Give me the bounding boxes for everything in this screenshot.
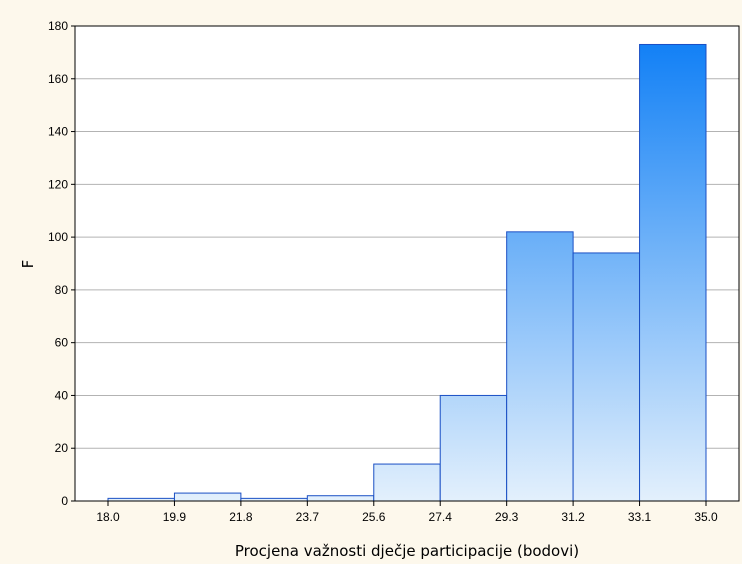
y-tick-label: 160 — [48, 72, 68, 86]
histogram-bar — [639, 43, 707, 502]
x-tick-label: 18.0 — [96, 510, 120, 524]
x-tick-label: 19.9 — [163, 510, 187, 524]
x-axis-ticks: 18.0 19.9 21.8 23.7 25.6 27.4 29.3 31.2 33.1 35.0 — [96, 501, 718, 524]
histogram-bar — [439, 394, 508, 502]
x-tick-label: 21.8 — [229, 510, 253, 524]
x-tick-label: 35.0 — [694, 510, 718, 524]
x-tick-label: 27.4 — [429, 510, 453, 524]
x-tick-label: 31.2 — [561, 510, 585, 524]
gridlines — [75, 78, 739, 449]
x-axis-title: Procjena važnosti dječje participacije (… — [235, 542, 579, 560]
x-tick-label: 23.7 — [296, 510, 320, 524]
x-tick-label: 29.3 — [495, 510, 519, 524]
y-tick-label: 60 — [55, 336, 69, 350]
histogram-bar — [306, 495, 375, 502]
x-tick-label: 25.6 — [362, 510, 386, 524]
x-tick-label: 33.1 — [628, 510, 652, 524]
y-tick-label: 100 — [48, 230, 68, 244]
y-axis-title: F — [19, 260, 37, 269]
y-tick-label: 20 — [55, 441, 69, 455]
y-tick-label: 120 — [48, 177, 68, 191]
histogram-bar — [506, 231, 574, 502]
histogram-bar — [572, 252, 641, 502]
histogram-bar — [173, 492, 242, 502]
y-tick-label: 80 — [55, 283, 69, 297]
y-axis-ticks: 0 20 40 60 80 100 120 140 160 180 — [48, 19, 75, 508]
y-tick-label: 0 — [61, 494, 68, 508]
plot-frame — [74, 25, 740, 502]
y-tick-label: 180 — [48, 19, 68, 33]
y-tick-label: 40 — [55, 388, 69, 402]
y-tick-label: 140 — [48, 125, 68, 139]
bars — [107, 43, 707, 502]
histogram-bar — [373, 463, 441, 502]
